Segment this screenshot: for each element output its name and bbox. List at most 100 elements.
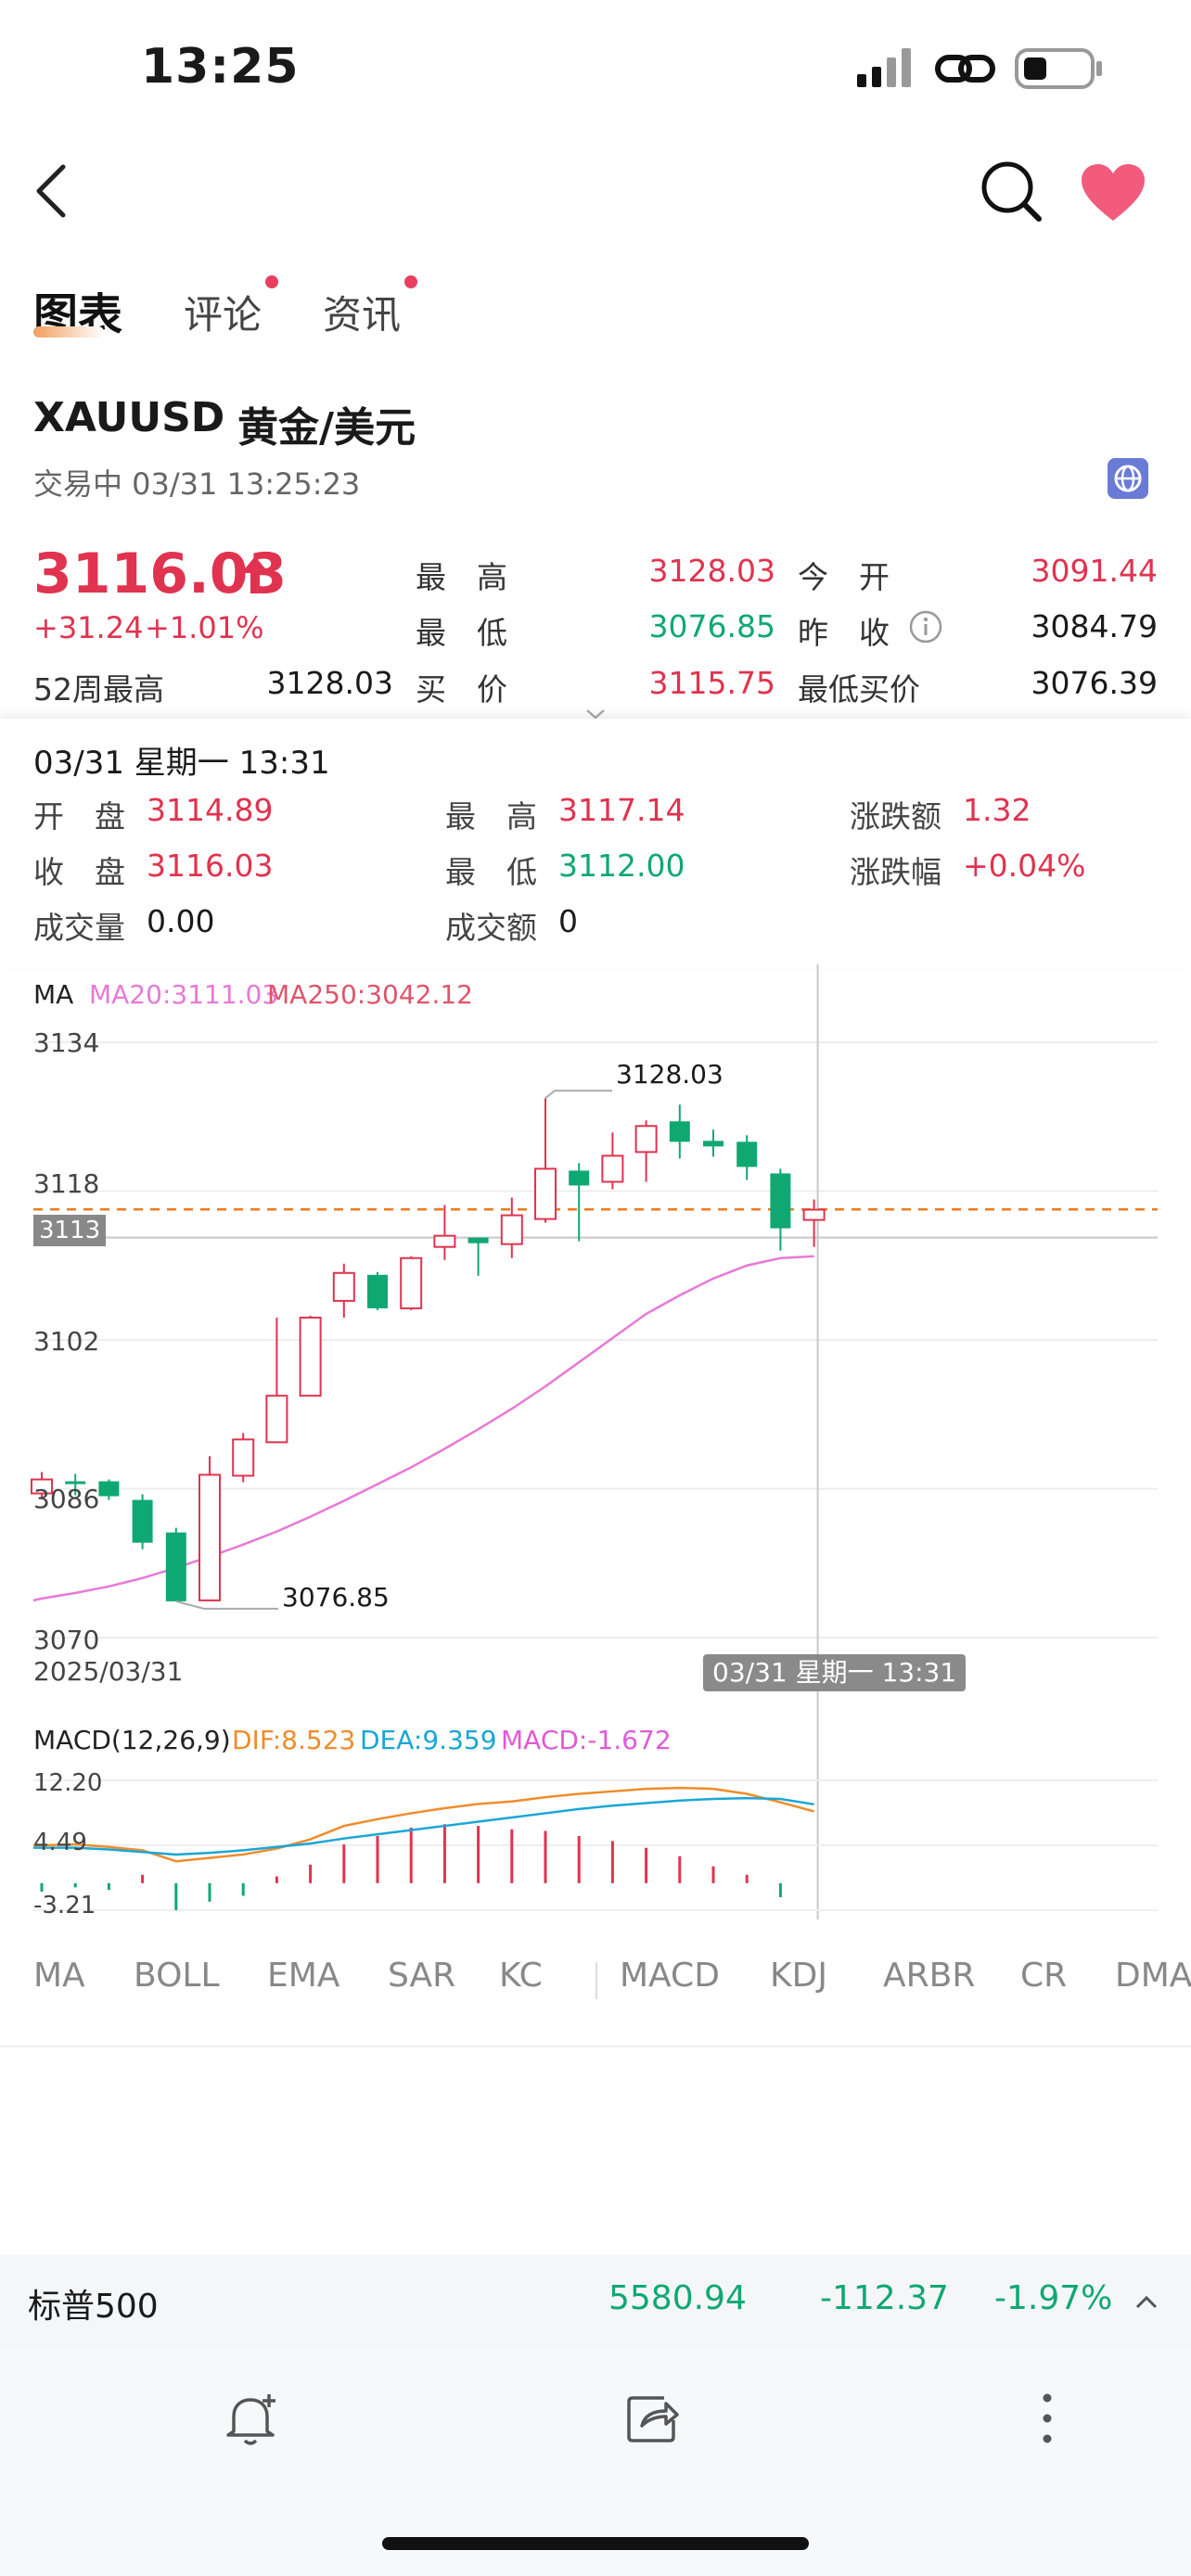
ticker-price: 5580.94 xyxy=(608,2279,747,2317)
price-change: +31.24 xyxy=(33,610,144,645)
candle-body-down xyxy=(569,1170,590,1186)
y-tick-label: 3086 xyxy=(33,1484,100,1514)
open-value: 3091.44 xyxy=(1031,553,1158,589)
indicator-tab-dma[interactable]: DMA xyxy=(1115,1957,1191,1995)
min-bid-value: 3076.39 xyxy=(1031,665,1158,701)
high-label: 最 高 xyxy=(416,559,507,595)
dea-line xyxy=(33,1796,814,1856)
instrument-name: 黄金/美元 xyxy=(237,404,416,452)
low-annotation: 3076.85 xyxy=(282,1582,390,1613)
popup-change-label: 涨跌额 xyxy=(850,798,941,835)
y-tick-label: 3102 xyxy=(33,1326,100,1357)
candle-body-up xyxy=(232,1438,255,1477)
tab-comments[interactable]: 评论 xyxy=(184,292,263,338)
indicator-tab-boll[interactable]: BOLL xyxy=(134,1957,220,1995)
share-icon[interactable] xyxy=(623,2389,685,2450)
bottom-toolbar xyxy=(0,2348,1191,2576)
current-price-tag: 3113 xyxy=(33,1215,107,1246)
signal-icon xyxy=(857,46,916,89)
high-value: 3128.03 xyxy=(648,553,775,589)
popup-high-label: 最 高 xyxy=(445,798,537,835)
y-tick-label: 3118 xyxy=(33,1168,100,1199)
candle-body-up xyxy=(534,1167,557,1220)
indicator-tab-cr[interactable]: CR xyxy=(1020,1957,1068,1995)
status-time: 13:25 xyxy=(141,39,300,95)
indicator-tab-kc[interactable]: KC xyxy=(499,1957,543,1995)
expand-chevron-icon[interactable] xyxy=(584,707,607,721)
y-tick-label: 3070 xyxy=(33,1625,100,1655)
popup-change-pct-label: 涨跌幅 xyxy=(850,854,941,890)
link-icon xyxy=(935,50,996,87)
candle-body-up xyxy=(400,1256,423,1309)
tab-active-indicator xyxy=(33,326,104,338)
indicator-tab-kdj[interactable]: KDJ xyxy=(770,1957,827,1995)
candle-body-up xyxy=(601,1154,624,1183)
popup-close-value: 3116.03 xyxy=(147,848,274,884)
indicator-tab-sar[interactable]: SAR xyxy=(388,1957,456,1995)
dif-line xyxy=(33,1786,814,1863)
popup-amount-label: 成交额 xyxy=(445,910,537,946)
add-alert-bell-icon[interactable] xyxy=(223,2389,284,2450)
low-annotation-leader xyxy=(175,1600,278,1610)
candle-body-down xyxy=(98,1481,120,1497)
popup-close-label: 收 盘 xyxy=(33,854,125,890)
ma20-legend: MA20:3111.03 xyxy=(89,979,279,1010)
prev-close-value: 3084.79 xyxy=(1031,608,1158,644)
price-change-pct: +1.01% xyxy=(145,610,264,645)
macd-legend: MACD:-1.672 xyxy=(501,1725,672,1755)
popup-open-value: 3114.89 xyxy=(147,792,274,828)
dif-legend: DIF:8.523 xyxy=(232,1725,356,1755)
news-badge-dot xyxy=(404,275,417,288)
tab-news[interactable]: 资讯 xyxy=(323,292,402,338)
indicator-tabs-divider xyxy=(0,2046,1191,2047)
candle-body-down xyxy=(770,1173,791,1229)
candle-body-down xyxy=(367,1274,388,1308)
chevron-up-icon[interactable] xyxy=(1133,2289,1159,2315)
home-indicator xyxy=(382,2537,809,2550)
candle-body-up xyxy=(332,1271,355,1302)
min-bid-label: 最低买价 xyxy=(798,671,920,708)
chart-date-label: 2025/03/31 xyxy=(33,1656,184,1687)
candle-body-up xyxy=(198,1473,221,1601)
indicator-tab-arbr[interactable]: ARBR xyxy=(883,1957,976,1995)
popup-datetime: 03/31 星期一 13:31 xyxy=(33,745,330,782)
back-icon[interactable] xyxy=(28,158,74,223)
instrument-symbol: XAUUSD xyxy=(33,394,225,441)
popup-high-value: 3117.14 xyxy=(558,792,685,828)
indicator-tab-ema[interactable]: EMA xyxy=(267,1957,340,1995)
popup-low-value: 3112.00 xyxy=(558,848,685,884)
popup-change-value: 1.32 xyxy=(963,792,1031,828)
candle-body-down xyxy=(736,1141,758,1167)
candle-body-up xyxy=(500,1214,523,1245)
favorite-heart-icon[interactable] xyxy=(1080,163,1146,224)
indicator-tab-ma[interactable]: MA xyxy=(33,1957,85,1995)
candle-body-up xyxy=(433,1234,456,1248)
bid-label: 买 价 xyxy=(416,671,507,708)
kline-chart[interactable]: MA MA20:3111.03 MA250:3042.12 3134 3118 … xyxy=(0,964,1191,1929)
more-options-icon[interactable] xyxy=(1033,2389,1061,2450)
candle-body-down xyxy=(467,1237,489,1243)
candle-body-down xyxy=(132,1499,153,1543)
index-ticker-bar[interactable]: 标普500 5580.94 -112.37 -1.97% xyxy=(0,2255,1191,2348)
week52-high-value: 3128.03 xyxy=(266,665,393,701)
popup-volume-value: 0.00 xyxy=(147,903,215,939)
info-icon[interactable] xyxy=(907,608,944,645)
candle-body-down xyxy=(165,1532,186,1601)
indicator-tab-macd[interactable]: MACD xyxy=(620,1957,720,1995)
popup-open-label: 开 盘 xyxy=(33,798,125,835)
candle-body-down xyxy=(703,1141,724,1147)
last-price: 3116.03 xyxy=(33,542,288,606)
kline-chart-svg[interactable] xyxy=(0,964,1191,1929)
search-icon[interactable] xyxy=(980,159,1044,224)
low-value: 3076.85 xyxy=(648,608,775,644)
trading-status: 交易中 03/31 13:25:23 xyxy=(33,466,361,502)
high-annotation: 3128.03 xyxy=(616,1059,724,1090)
candle-body-up xyxy=(265,1395,288,1444)
crosshair-time-label: 03/31 星期一 13:31 xyxy=(703,1654,967,1691)
battery-icon xyxy=(1015,46,1104,91)
low-label: 最 低 xyxy=(416,615,507,651)
globe-icon[interactable] xyxy=(1108,458,1148,499)
open-label: 今 开 xyxy=(798,559,890,595)
candle-body-up xyxy=(31,1478,53,1495)
popup-low-label: 最 低 xyxy=(445,854,537,890)
